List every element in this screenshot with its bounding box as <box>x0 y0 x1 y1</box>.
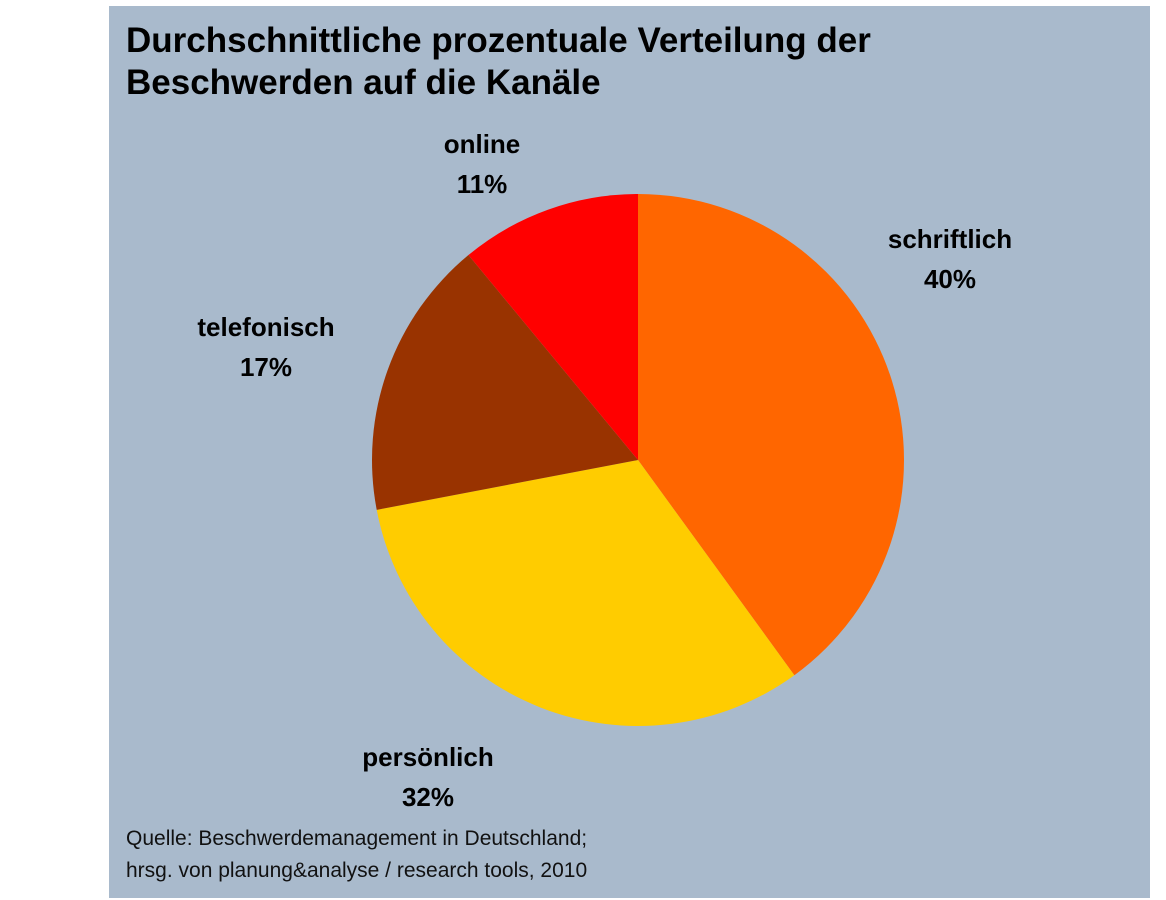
label-name: persönlich <box>362 742 494 772</box>
label-value: 17% <box>239 352 293 382</box>
pie-slice-persönlich <box>376 460 795 727</box>
pie-slice-schriftlich <box>638 194 905 676</box>
slice-label-online: online 11% <box>444 124 521 204</box>
title-line-1: Durchschnittliche prozentuale Verteilung… <box>126 21 871 60</box>
label-name: schriftlich <box>887 224 1013 254</box>
label-value: 11% <box>456 169 508 199</box>
label-name: online <box>443 129 521 159</box>
source-line-1: Quelle: Beschwerdemanagement in Deutschl… <box>126 827 588 850</box>
slice-label-persoenlich: persönlich 32% <box>362 737 493 817</box>
slice-label-telefonisch: telefonisch 17% <box>197 307 334 387</box>
pie-slice-online <box>468 194 638 460</box>
chart-title: Durchschnittliche prozentuale Verteilung… <box>126 20 871 104</box>
label-value: 40% <box>923 264 977 294</box>
slice-label-schriftlich: schriftlich 40% <box>888 219 1012 299</box>
source-line-2: hrsg. von planung&analyse / research too… <box>126 859 588 882</box>
label-value: 32% <box>401 782 455 812</box>
title-line-2: Beschwerden auf die Kanäle <box>126 63 601 102</box>
source-note: Quelle: Beschwerdemanagement in Deutschl… <box>126 823 587 887</box>
pie-slice-telefonisch <box>372 255 638 510</box>
label-name: telefonisch <box>197 312 335 342</box>
